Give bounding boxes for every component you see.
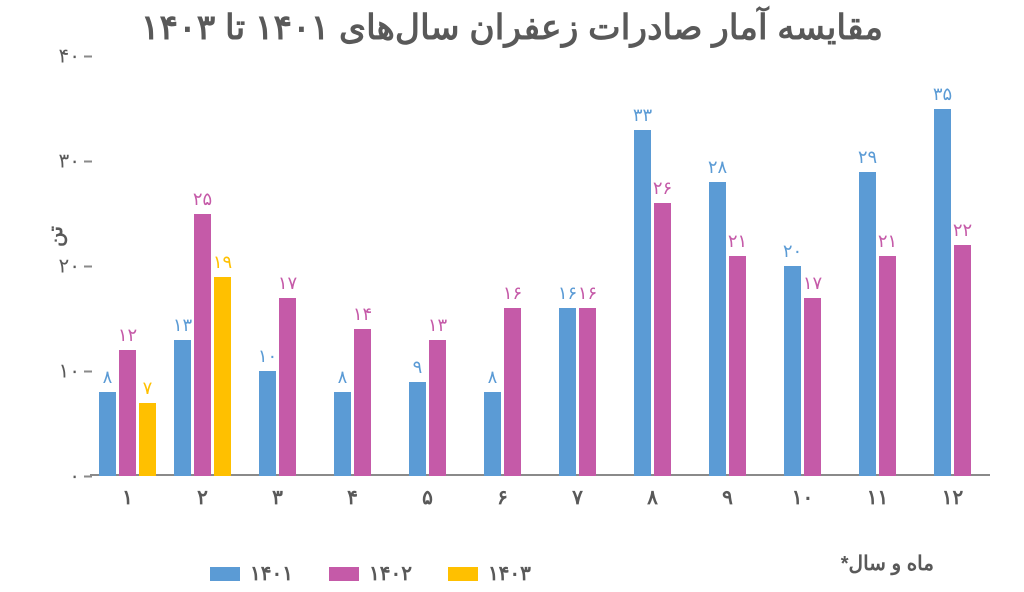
bar-value-label: ۱۷ (793, 273, 833, 294)
bar (214, 277, 231, 477)
bar-group: ۲۸۲۱۹ (690, 56, 765, 476)
bar (879, 256, 896, 477)
bar-value-label: ۳۵ (923, 84, 963, 105)
bar-value-label: ۱۴ (343, 304, 383, 325)
legend: ۱۴۰۱ ۱۴۰۲ ۱۴۰۳ (210, 561, 531, 586)
bar (934, 109, 951, 477)
saffron-export-chart: مقایسه آمار صادرات زعفران سال‌های ۱۴۰۱ ت… (0, 0, 1024, 592)
bar-group: ۳۳۲۶۸ (615, 56, 690, 476)
x-category-label: ۱ (90, 485, 165, 510)
legend-item: ۱۴۰۲ (329, 561, 412, 586)
legend-item: ۱۴۰۱ (210, 561, 293, 586)
bar (139, 403, 156, 477)
plot-area: تن ۸۱۲۷۱۱۳۲۵۱۹۲۱۰۱۷۳۸۱۴۴۹۱۳۵۸۱۶۶۱۶۱۶۷۳۳۲… (90, 56, 990, 476)
bar (559, 308, 576, 476)
bar-value-label: ۲۵ (183, 189, 223, 210)
legend-label: ۱۴۰۱ (250, 561, 293, 586)
bar (279, 298, 296, 477)
bar-groups: ۸۱۲۷۱۱۳۲۵۱۹۲۱۰۱۷۳۸۱۴۴۹۱۳۵۸۱۶۶۱۶۱۶۷۳۳۲۶۸۲… (90, 56, 990, 476)
y-tick: ۲۰ (20, 254, 80, 279)
bar-value-label: ۷ (128, 378, 168, 399)
bar (954, 245, 971, 476)
bar (409, 382, 426, 477)
bar-group: ۲۰۱۷۱۰ (765, 56, 840, 476)
legend-label: ۱۴۰۳ (488, 561, 531, 586)
legend-swatch (329, 567, 359, 581)
bar-value-label: ۲۰ (773, 241, 813, 262)
bar-group: ۹۱۳۵ (390, 56, 465, 476)
x-category-label: ۴ (315, 485, 390, 510)
bar (429, 340, 446, 477)
bar-value-label: ۲۲ (943, 220, 983, 241)
bar-value-label: ۲۸ (698, 157, 738, 178)
x-axis-label: ماه و سال* (841, 551, 934, 576)
legend-label: ۱۴۰۲ (369, 561, 412, 586)
bar (484, 392, 501, 476)
bar-group: ۳۵۲۲۱۲ (915, 56, 990, 476)
x-category-label: ۳ (240, 485, 315, 510)
y-tick: ۱۰ (20, 359, 80, 384)
x-category-label: ۲ (165, 485, 240, 510)
bar (334, 392, 351, 476)
bar-value-label: ۳۳ (623, 105, 663, 126)
x-category-label: ۹ (690, 485, 765, 510)
legend-swatch (210, 567, 240, 581)
x-category-label: ۱۱ (840, 485, 915, 510)
bar-group: ۸۱۲۷۱ (90, 56, 165, 476)
chart-title: مقایسه آمار صادرات زعفران سال‌های ۱۴۰۱ ت… (0, 8, 1024, 48)
bar (784, 266, 801, 476)
x-category-label: ۸ (615, 485, 690, 510)
y-axis-label: تن (43, 226, 68, 247)
y-tick: ۳۰ (20, 149, 80, 174)
bar (174, 340, 191, 477)
bar-group: ۱۰۱۷۳ (240, 56, 315, 476)
bar-value-label: ۱۳ (418, 315, 458, 336)
bar-group: ۸۱۶۶ (465, 56, 540, 476)
bar (504, 308, 521, 476)
bar-group: ۱۶۱۶۷ (540, 56, 615, 476)
bar-value-label: ۱۶ (568, 283, 608, 304)
y-tick: ۴۰ (20, 44, 80, 69)
bar (804, 298, 821, 477)
x-category-label: ۱۲ (915, 485, 990, 510)
bar (729, 256, 746, 477)
bar-value-label: ۲۱ (868, 231, 908, 252)
bar (354, 329, 371, 476)
bar-group: ۸۱۴۴ (315, 56, 390, 476)
bar (709, 182, 726, 476)
y-tick: ۰ (20, 464, 80, 489)
bar-value-label: ۱۶ (493, 283, 533, 304)
x-category-label: ۱۰ (765, 485, 840, 510)
legend-item: ۱۴۰۳ (448, 561, 531, 586)
bar-group: ۱۳۲۵۱۹۲ (165, 56, 240, 476)
bar (99, 392, 116, 476)
x-category-label: ۶ (465, 485, 540, 510)
bar (259, 371, 276, 476)
legend-swatch (448, 567, 478, 581)
bar-value-label: ۱۹ (203, 252, 243, 273)
bar-value-label: ۲۶ (643, 178, 683, 199)
bar (119, 350, 136, 476)
bar (579, 308, 596, 476)
bar (654, 203, 671, 476)
bar-value-label: ۱۷ (268, 273, 308, 294)
x-category-label: ۷ (540, 485, 615, 510)
bar-value-label: ۱۲ (108, 325, 148, 346)
bar-value-label: ۲۹ (848, 147, 888, 168)
bar (859, 172, 876, 477)
x-category-label: ۵ (390, 485, 465, 510)
bar-value-label: ۲۱ (718, 231, 758, 252)
bar-group: ۲۹۲۱۱۱ (840, 56, 915, 476)
